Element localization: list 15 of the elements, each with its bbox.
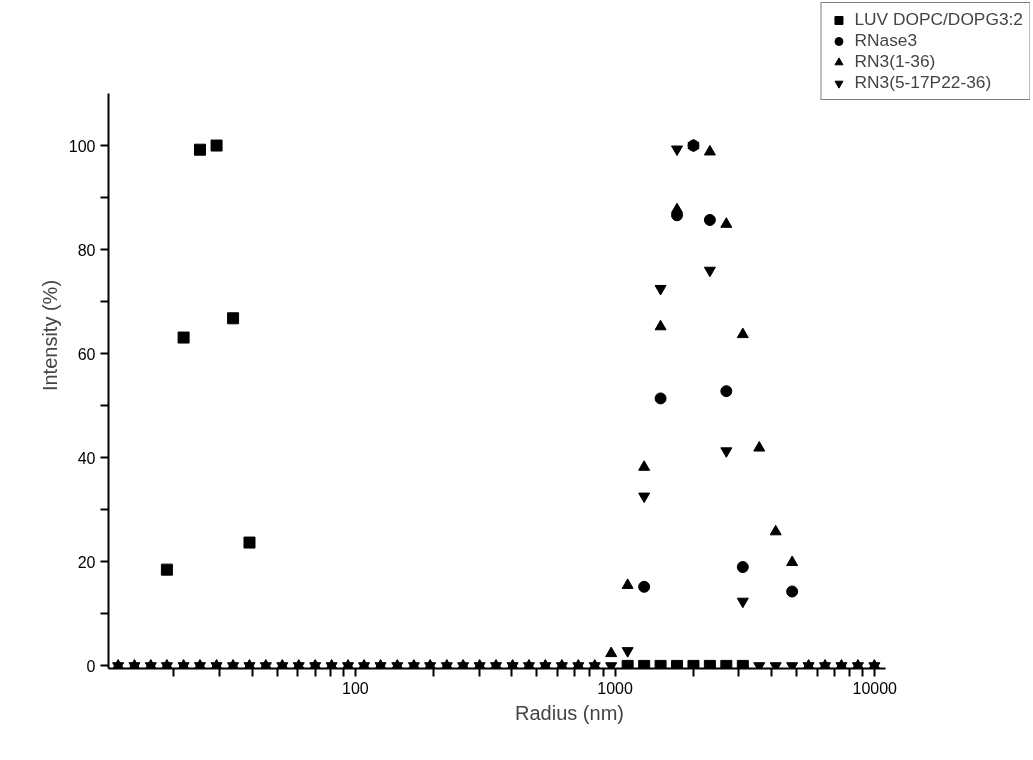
x-tick-label: 1000 <box>597 679 633 697</box>
y-axis-title: Intensity (%) <box>38 279 61 392</box>
legend-label: LUV DOPC/DOPG3:2 <box>854 9 1023 30</box>
x-axis-title: Radius (nm) <box>515 701 624 724</box>
legend-label: RNase3 <box>854 30 918 51</box>
x-tick-label: 100 <box>342 679 369 697</box>
x-tick-label: 10000 <box>852 679 898 697</box>
y-tick-label: 40 <box>77 449 96 467</box>
y-tick-label: 100 <box>68 137 96 155</box>
legend-label: RN3(1-36) <box>854 51 936 72</box>
y-tick-label: 0 <box>86 657 96 675</box>
legend-label: RN3(5-17P22-36) <box>854 72 992 93</box>
y-tick-label: 20 <box>77 553 96 571</box>
y-tick-label: 80 <box>77 241 96 259</box>
y-tick-label: 60 <box>77 345 96 363</box>
